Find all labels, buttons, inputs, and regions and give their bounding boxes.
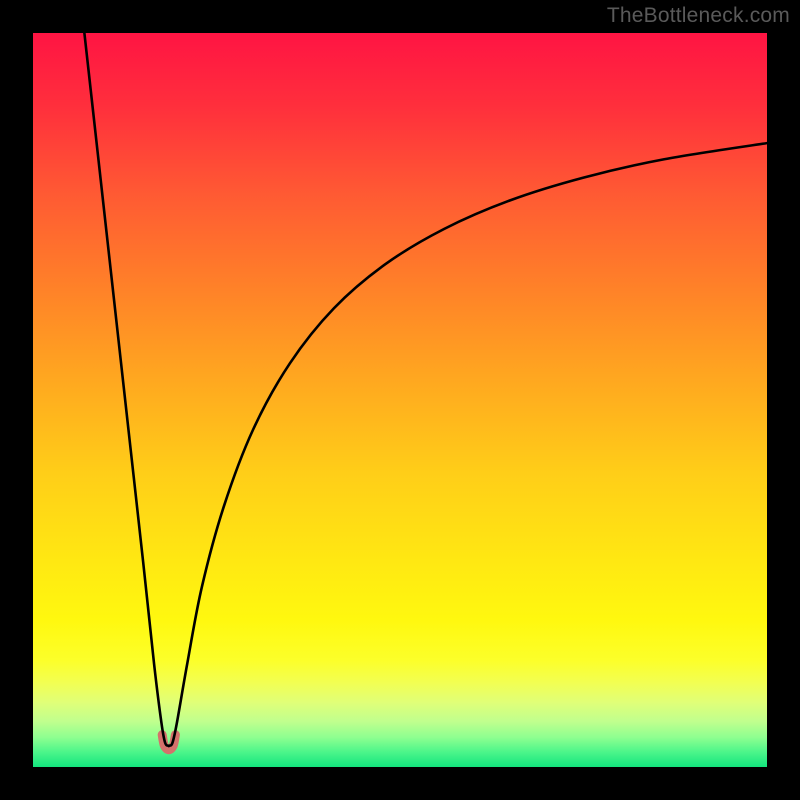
gradient-panel	[33, 33, 767, 767]
chart-container: TheBottleneck.com	[0, 0, 800, 800]
bottleneck-chart-svg	[0, 0, 800, 800]
watermark-text: TheBottleneck.com	[607, 4, 790, 28]
